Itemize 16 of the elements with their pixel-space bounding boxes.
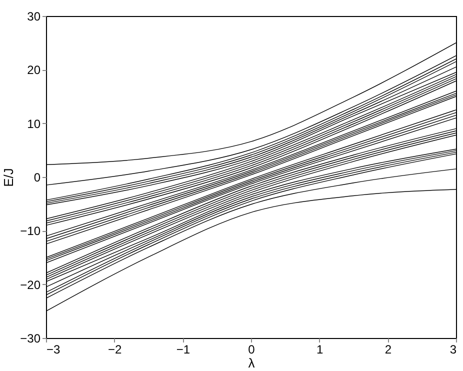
y-tick-label: −10	[20, 224, 41, 238]
x-tick-label: −1	[176, 342, 190, 356]
x-axis-title: λ	[248, 356, 256, 370]
x-tick-label: 2	[384, 342, 392, 356]
x-tick-label: −2	[108, 342, 122, 356]
x-tick-label: 3	[450, 342, 457, 356]
y-tick-label: 0	[34, 170, 41, 184]
y-axis-title: E/J	[1, 168, 16, 187]
y-tick-label: 30	[27, 10, 41, 24]
y-tick-label: −30	[20, 332, 41, 346]
y-tick-label: 20	[27, 63, 41, 78]
y-tick-label: −20	[20, 278, 41, 292]
y-tick-label: 10	[27, 116, 41, 131]
x-tick-label: −3	[46, 342, 61, 356]
x-tick-label: 1	[316, 342, 324, 356]
x-tick-label: 0	[248, 342, 256, 356]
